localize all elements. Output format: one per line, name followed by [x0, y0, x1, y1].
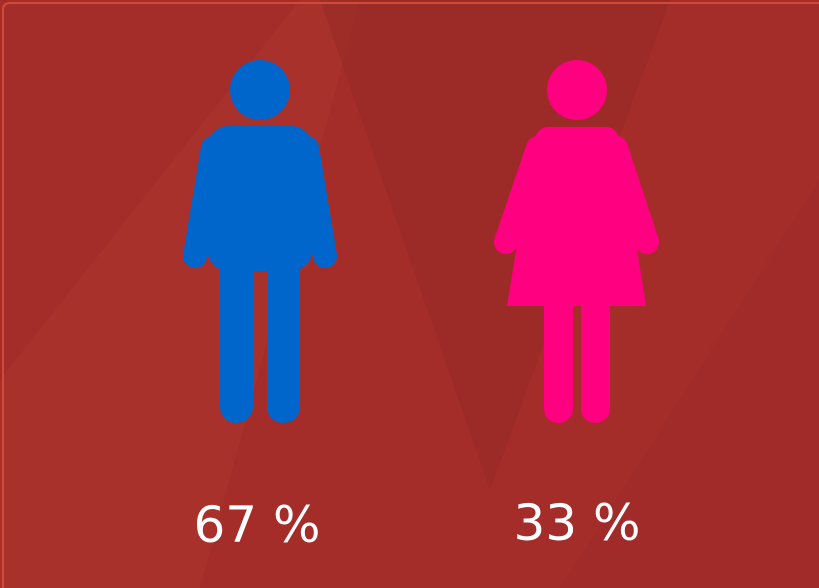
background-shape: [560, 180, 819, 588]
male-icon: [183, 60, 337, 423]
female-icon: [494, 60, 659, 423]
male-percentage: 67 %: [193, 496, 320, 554]
female-percentage: 33 %: [513, 494, 640, 552]
